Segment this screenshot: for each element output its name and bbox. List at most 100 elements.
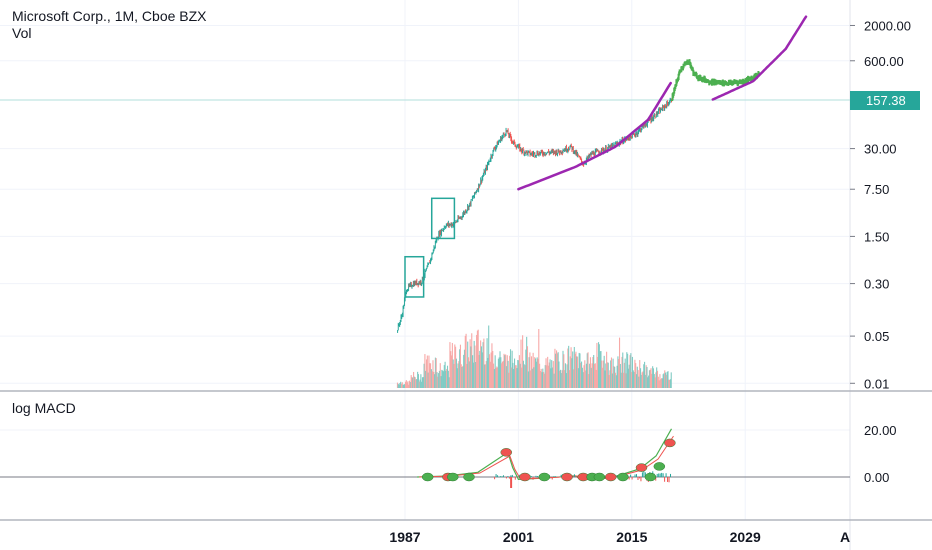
trend-curve[interactable] bbox=[517, 81, 672, 191]
chart-title[interactable]: Microsoft Corp., 1M, Cboe BZX bbox=[12, 8, 207, 24]
volume-bar bbox=[662, 374, 664, 388]
volume-bar bbox=[438, 370, 440, 388]
volume-bar bbox=[635, 374, 638, 388]
volume-bar bbox=[399, 382, 401, 388]
volume-bar bbox=[446, 365, 449, 388]
volume-bar bbox=[585, 370, 587, 388]
volume-bar bbox=[507, 360, 509, 388]
volume-bar bbox=[644, 374, 646, 388]
volume-bar bbox=[488, 354, 491, 388]
volume-bar bbox=[591, 363, 593, 388]
volume-bar bbox=[432, 360, 434, 388]
volume-bar bbox=[559, 370, 561, 388]
volume-bar bbox=[565, 373, 567, 388]
last-price-label: 157.38 bbox=[866, 93, 906, 108]
macd-histogram-bar bbox=[638, 477, 640, 479]
volume-label[interactable]: Vol bbox=[12, 25, 31, 41]
time-axis[interactable]: 1987 2001 2015 2029 A bbox=[389, 529, 850, 545]
volume-bar bbox=[500, 357, 502, 388]
volume-bar bbox=[538, 329, 540, 388]
volume-bar bbox=[400, 383, 403, 388]
volume-bar bbox=[522, 360, 524, 388]
volume-bar bbox=[610, 360, 612, 388]
volume-bar bbox=[442, 370, 444, 388]
volume-bar bbox=[668, 379, 670, 388]
volume-bar bbox=[550, 368, 552, 388]
volume-bar bbox=[656, 370, 659, 388]
macd-histogram-bar bbox=[500, 476, 502, 477]
volume-bar bbox=[506, 355, 508, 388]
highlight-box[interactable] bbox=[404, 255, 425, 298]
volume-bar bbox=[581, 367, 583, 388]
volume-bar bbox=[471, 333, 473, 388]
volume-bar bbox=[585, 363, 587, 388]
volume-bar bbox=[410, 375, 412, 388]
volume-bar bbox=[571, 358, 573, 388]
volume-bar bbox=[427, 372, 429, 388]
macd-histogram-bar bbox=[668, 477, 670, 483]
volume-bar bbox=[552, 361, 554, 388]
volume-bar bbox=[400, 381, 402, 388]
volume-bar bbox=[501, 361, 503, 388]
volume-bar bbox=[413, 371, 415, 388]
volume-bar bbox=[555, 353, 557, 388]
volume-bar bbox=[660, 379, 662, 388]
volume-bar bbox=[615, 375, 617, 388]
volume-bar bbox=[477, 329, 479, 388]
volume-bar bbox=[569, 356, 571, 388]
macd-histogram-bar bbox=[576, 477, 578, 478]
volume-bar bbox=[474, 345, 476, 388]
volume-bar bbox=[502, 360, 504, 388]
volume-bar bbox=[584, 360, 586, 388]
volume-bar bbox=[514, 365, 516, 388]
volume-bar bbox=[434, 357, 436, 388]
volume-bar bbox=[441, 369, 443, 388]
volume-bar bbox=[464, 335, 466, 388]
volume-bar bbox=[543, 373, 545, 388]
volume-bar bbox=[602, 360, 604, 388]
volume-bar bbox=[539, 363, 541, 388]
volume-bar bbox=[623, 372, 625, 388]
volume-bar bbox=[645, 365, 647, 388]
volume-bar bbox=[431, 371, 433, 388]
volume-bar bbox=[630, 353, 632, 388]
volume-bar bbox=[459, 344, 461, 388]
volume-bar bbox=[405, 380, 407, 388]
volume-bar bbox=[524, 365, 526, 388]
macd-cross-marker bbox=[604, 472, 617, 482]
macd-histogram-bar bbox=[661, 472, 663, 477]
volume-bar bbox=[557, 352, 559, 388]
volume-bar bbox=[469, 339, 471, 388]
volume-bar bbox=[424, 354, 426, 388]
volume-bar bbox=[627, 368, 629, 388]
volume-bar bbox=[494, 355, 496, 388]
volume-bar bbox=[459, 349, 461, 388]
volume-bar bbox=[589, 363, 591, 388]
highlight-box[interactable] bbox=[430, 197, 456, 240]
price-tick-label: 0.30 bbox=[864, 277, 889, 292]
volume-bar bbox=[567, 348, 569, 388]
volume-bar bbox=[496, 366, 498, 388]
volume-bar bbox=[454, 344, 456, 388]
macd-cross-marker bbox=[617, 472, 629, 482]
macd-label[interactable]: log MACD bbox=[12, 400, 76, 416]
volume-bar bbox=[463, 354, 465, 388]
trend-curve[interactable] bbox=[711, 15, 808, 101]
macd-cross-marker bbox=[500, 448, 512, 457]
macd-tick-0: 0.00 bbox=[864, 470, 889, 485]
volume-bar bbox=[532, 352, 534, 388]
volume-bar bbox=[476, 334, 478, 388]
macd-histogram-bar bbox=[494, 477, 496, 480]
volume-bar bbox=[505, 366, 508, 388]
volume-bar bbox=[403, 384, 405, 388]
macd-histogram-bar bbox=[634, 474, 636, 477]
macd-histogram-bar bbox=[514, 477, 516, 480]
volume-bar bbox=[462, 365, 464, 388]
price-axis[interactable]: 7000.002000.00600.0030.007.501.500.300.0… bbox=[850, 0, 911, 391]
volume-bar bbox=[493, 369, 495, 388]
volume-bar bbox=[660, 378, 663, 388]
time-tick-label: 2015 bbox=[616, 529, 647, 545]
volume-bar bbox=[523, 364, 525, 388]
volume-bar bbox=[562, 350, 564, 388]
